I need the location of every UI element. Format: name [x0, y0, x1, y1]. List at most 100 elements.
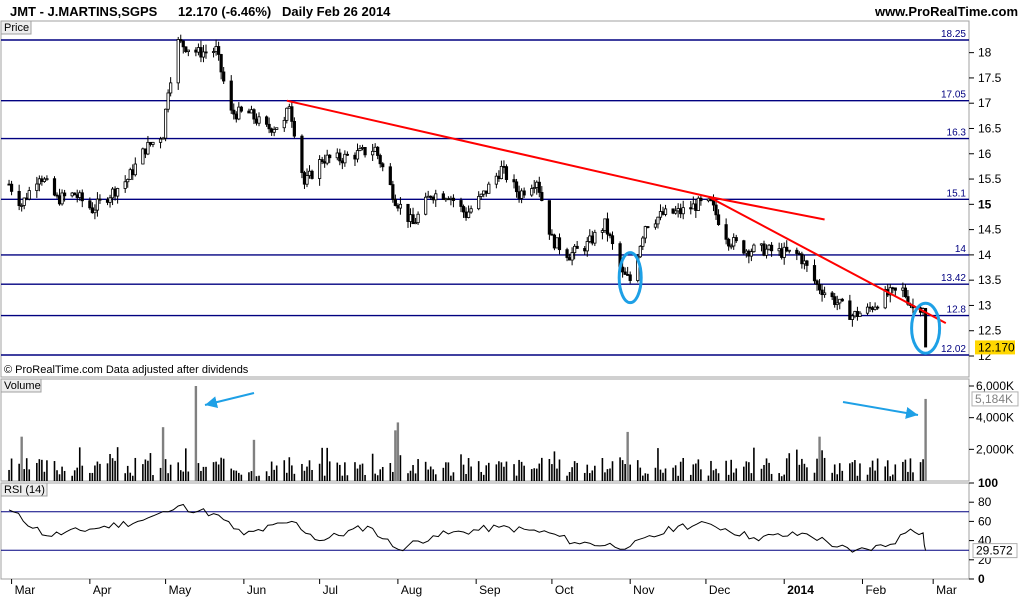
candle-body [865, 306, 870, 314]
candle-body [663, 208, 668, 215]
volume-bar [169, 464, 172, 481]
volume-bar [856, 475, 859, 481]
rsi-path [8, 503, 927, 553]
candle-body [906, 296, 910, 305]
level-label: 13.42 [941, 273, 966, 284]
candle-body [146, 141, 150, 155]
candle-body [98, 198, 102, 201]
level-label: 15.1 [947, 188, 967, 199]
volume-bar [465, 474, 467, 481]
candle-body [252, 109, 256, 120]
candle-body [320, 159, 324, 163]
volume-bar [273, 469, 275, 481]
candle-body [272, 129, 276, 133]
volume-bar [285, 472, 288, 481]
candle-body [833, 296, 837, 305]
candle-body [222, 71, 226, 82]
volume-bar [114, 460, 116, 481]
last-price-label: 12.170 [978, 340, 1015, 354]
volume-bar [341, 475, 344, 481]
price-tick-label: 16.5 [978, 121, 1002, 135]
candle-body [201, 51, 206, 58]
volume-bar [541, 457, 543, 481]
volume-bar [533, 468, 536, 481]
candle-body [802, 260, 807, 265]
volume-bar [321, 447, 323, 481]
x-tick-label: Apr [93, 583, 112, 597]
candle-body [547, 200, 551, 235]
candle-body [325, 154, 329, 164]
candle-body [217, 46, 221, 55]
candle-body [184, 46, 188, 52]
volume-bar [374, 473, 376, 481]
candle-body [37, 178, 41, 185]
volume-bar [568, 472, 571, 481]
volume-bar [78, 447, 81, 481]
candle-body [795, 249, 799, 254]
volume-tick-label: 6,000K [976, 379, 1014, 393]
candle-body [696, 197, 700, 211]
volume-bar [480, 471, 483, 481]
candle-body [520, 190, 524, 199]
volume-bar [657, 448, 659, 481]
candle-body [643, 226, 647, 239]
volume-bar [308, 460, 311, 481]
volume-bar [450, 475, 452, 481]
volume-bar [780, 476, 783, 481]
x-tick-label: Aug [401, 583, 422, 597]
candle-body [62, 192, 67, 197]
candle-body [608, 233, 612, 237]
x-tick-label: May [169, 583, 192, 597]
candle-body [257, 116, 261, 124]
candle-body [466, 211, 471, 218]
volume-bar [265, 471, 268, 481]
volume-bar [619, 457, 621, 481]
candle-body [381, 163, 385, 168]
rsi-tick-label: 0 [978, 572, 985, 586]
candle-body [108, 197, 112, 203]
volume-bar [586, 464, 589, 481]
volume-spike-bar [20, 436, 23, 481]
candle-body [903, 287, 908, 298]
candle-body [479, 193, 483, 197]
candle-body [275, 127, 279, 130]
candle-body [408, 214, 413, 222]
volume-bar [339, 464, 341, 481]
volume-bar [639, 467, 642, 481]
volume-bar [392, 471, 394, 481]
volume-bar [710, 460, 712, 481]
candle-body [318, 159, 322, 179]
volume-bar [629, 464, 631, 481]
volume-bar [25, 458, 28, 481]
horizontal-levels: 18.25 17.05 16.3 15.1 14 13.42 12.8 12.02 [1, 29, 969, 356]
volume-bar [359, 464, 361, 481]
candle-body [747, 250, 751, 257]
volume-bar [445, 462, 447, 481]
candle-body [873, 306, 877, 310]
volume-bar [106, 463, 109, 481]
candle-body [396, 205, 400, 209]
rsi-panel-label: RSI (14) [4, 484, 45, 496]
volume-bar [356, 468, 359, 481]
volume-bar [838, 463, 841, 481]
candle-body [830, 292, 834, 298]
candle-body [371, 150, 375, 156]
volume-bar [682, 457, 685, 481]
volume-bar [53, 461, 56, 481]
candles [7, 34, 928, 348]
candle-body [9, 183, 14, 192]
volume-bar [833, 464, 836, 481]
rsi-last-label: 29.572 [976, 544, 1013, 558]
volume-bars [8, 386, 927, 481]
volume-spike-bar [396, 422, 400, 481]
candle-body [363, 147, 367, 156]
volume-bar [303, 470, 306, 481]
volume-bar [715, 468, 717, 481]
candle-body [711, 200, 716, 206]
volume-bar [467, 458, 470, 481]
candle-body [805, 260, 809, 266]
volume-bar [412, 465, 414, 481]
volume-bar [874, 470, 876, 481]
trendlines [286, 99, 947, 325]
volume-last-label: 5,184K [975, 392, 1013, 406]
